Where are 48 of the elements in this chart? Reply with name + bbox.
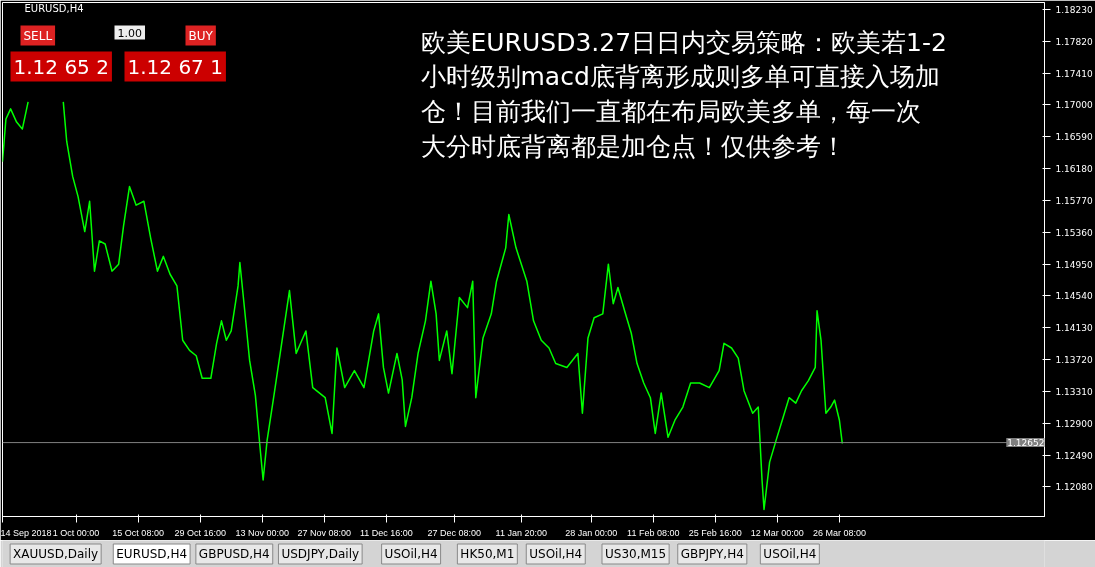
y-tick-label: 1.15360 xyxy=(1055,227,1093,238)
y-tick-label: 1.14540 xyxy=(1055,291,1093,302)
x-tick-label: 26 Mar 08:00 xyxy=(812,527,866,538)
x-tick-label: 11 Jan 20:00 xyxy=(495,527,547,538)
chart-title: EURUSD,H4 xyxy=(24,2,84,14)
ref-line-label: 1.12652 xyxy=(1007,438,1045,449)
y-tick-label: 1.14130 xyxy=(1055,323,1093,334)
y-tick-label: 1.12490 xyxy=(1055,450,1093,461)
annotation: SELL xyxy=(23,28,53,43)
x-tick-label: 28 Jan 00:00 xyxy=(565,527,618,538)
text: GBPUSD,H4 xyxy=(198,547,270,561)
x-tick-label: 12 Mar 00:00 xyxy=(750,527,804,538)
text: XAUUSD,Daily xyxy=(13,547,99,561)
text: USDJPY,Daily xyxy=(281,547,360,561)
annotation: BUY xyxy=(188,28,214,43)
text: USOil,H4 xyxy=(384,547,438,561)
y-tick-label: 1.15770 xyxy=(1055,195,1093,206)
x-tick-label: 11 Feb 08:00 xyxy=(627,527,680,538)
y-tick-label: 1.16180 xyxy=(1055,164,1093,175)
text: USOil,H4 xyxy=(763,547,817,561)
y-tick-label: 1.13720 xyxy=(1055,355,1093,366)
y-tick-label: 1.14950 xyxy=(1055,259,1093,270)
annotation: 1.12 65 2 xyxy=(13,54,109,79)
x-tick-label: 27 Nov 08:00 xyxy=(297,527,352,538)
text: USOil,H4 xyxy=(529,547,583,561)
x-tick-label: 14 Sep 2018 xyxy=(0,527,52,538)
y-tick-label: 1.16590 xyxy=(1055,132,1093,143)
y-tick-label: 1.17000 xyxy=(1055,100,1093,111)
annotation: 1.12 67 1 xyxy=(127,54,223,79)
x-tick-label: 1 Oct 00:00 xyxy=(52,527,100,538)
annotation: 欧美EURUSD3.27日日内交易策略：欧美若1-2小时级别macd底背离形成则多单可直接入场加仓！目前我们一直都在布局欧美多单，每一次大分时底背离都是加仓点！仅供参考！ xyxy=(420,27,947,161)
y-tick-label: 1.17410 xyxy=(1055,68,1093,79)
x-tick-label: 29 Oct 16:00 xyxy=(174,527,226,538)
annotation: 1.00 xyxy=(117,26,142,40)
y-tick-label: 1.12900 xyxy=(1055,418,1093,429)
x-tick-label: 25 Feb 16:00 xyxy=(688,527,742,538)
text: EURUSD,H4 xyxy=(116,547,188,561)
x-tick-label: 27 Dec 08:00 xyxy=(427,527,481,538)
y-tick-label: 1.18230 xyxy=(1055,4,1093,15)
x-tick-label: 11 Dec 16:00 xyxy=(359,527,413,538)
text: GBPJPY,H4 xyxy=(680,547,744,561)
y-tick-label: 1.13310 xyxy=(1055,386,1093,397)
text: HK50,M1 xyxy=(460,547,515,561)
x-tick-label: 13 Nov 00:00 xyxy=(235,527,290,538)
x-tick-label: 15 Oct 08:00 xyxy=(112,527,164,538)
y-tick-label: 1.12080 xyxy=(1055,482,1093,493)
text: US30,M15 xyxy=(605,547,667,561)
y-tick-label: 1.17820 xyxy=(1055,36,1093,47)
